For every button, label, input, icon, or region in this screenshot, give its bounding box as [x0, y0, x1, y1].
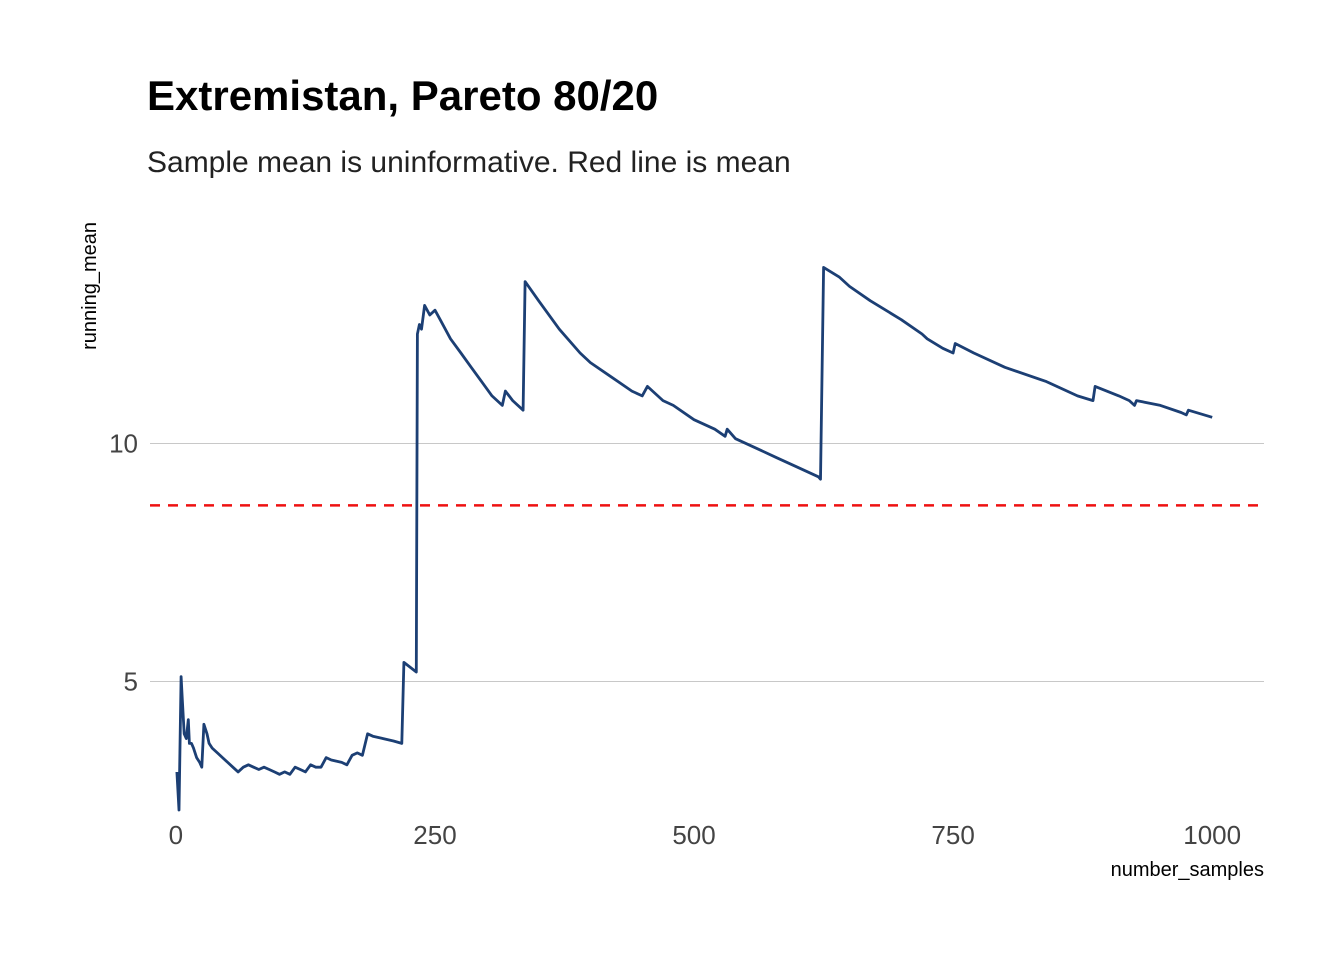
- chart-subtitle: Sample mean is uninformative. Red line i…: [147, 146, 791, 179]
- x-tick-label: 750: [931, 820, 974, 850]
- y-tick-label: 5: [124, 666, 138, 696]
- x-tick-label: 250: [413, 820, 456, 850]
- y-tick-labels: 5 10: [109, 428, 138, 696]
- x-tick-labels: 0 250 500 750 1000: [169, 820, 1241, 850]
- chart-title: Extremistan, Pareto 80/20: [147, 72, 659, 119]
- gridlines: [150, 442, 1264, 682]
- series-layer: [175, 266, 1213, 812]
- y-axis-title: running_mean: [79, 222, 101, 350]
- x-tick-label: 0: [169, 820, 183, 850]
- x-tick-label: 500: [672, 820, 715, 850]
- y-tick-label: 10: [109, 428, 138, 458]
- x-axis-title: number_samples: [1111, 859, 1264, 881]
- x-tick-label: 1000: [1183, 820, 1241, 850]
- running-mean-line: [175, 266, 1213, 812]
